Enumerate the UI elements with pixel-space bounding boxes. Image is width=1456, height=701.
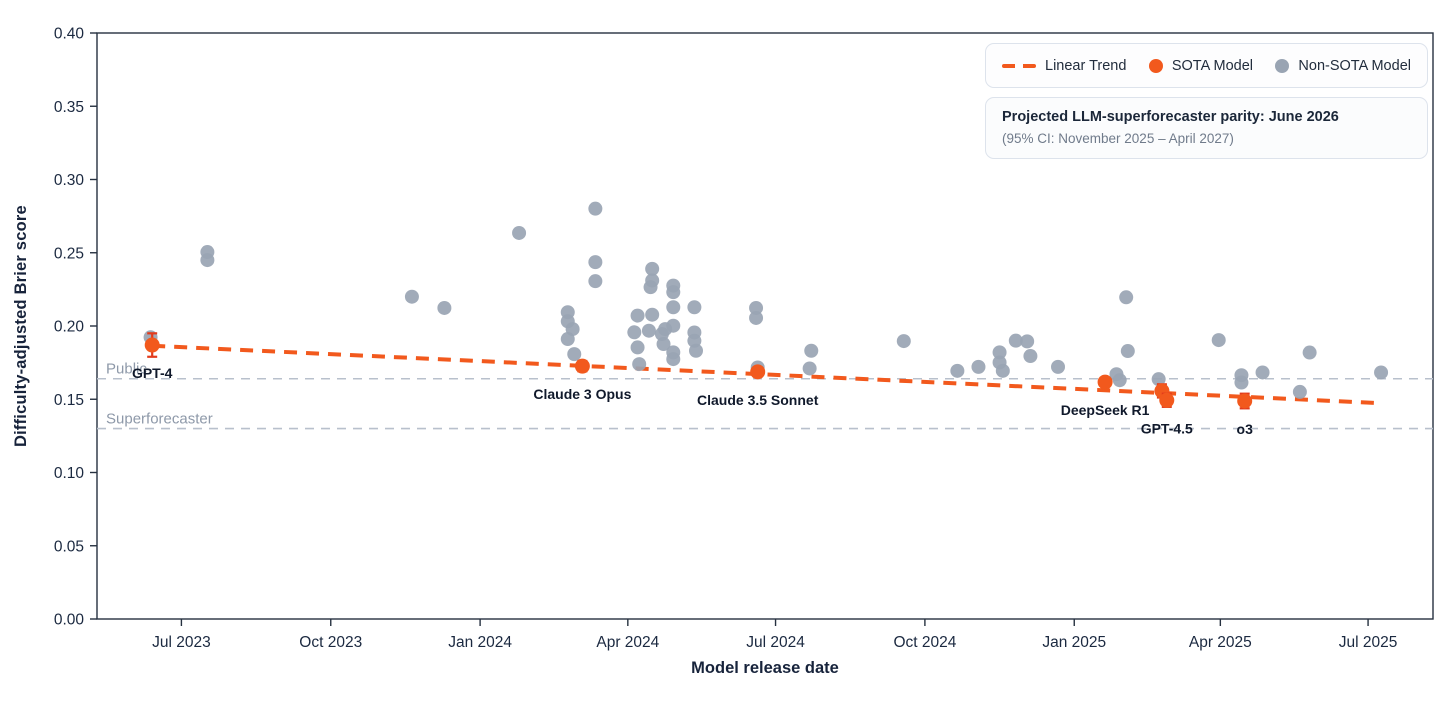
non-sota-point bbox=[992, 345, 1007, 360]
non-sota-point bbox=[630, 308, 645, 323]
model-label: o3 bbox=[1237, 421, 1254, 437]
non-sota-point bbox=[666, 300, 681, 315]
projection-subtitle: (95% CI: November 2025 – April 2027) bbox=[1002, 131, 1234, 146]
legend-label: Non-SOTA Model bbox=[1298, 57, 1411, 74]
x-tick-label: Jan 2025 bbox=[1042, 634, 1106, 651]
reference-line-label: Public bbox=[106, 361, 147, 378]
non-sota-point bbox=[666, 285, 681, 300]
x-tick-label: Jul 2025 bbox=[1339, 634, 1398, 651]
non-sota-point bbox=[645, 273, 660, 288]
non-sota-point bbox=[645, 307, 660, 322]
non-sota-point bbox=[1120, 344, 1135, 359]
non-sota-point bbox=[1292, 384, 1307, 399]
sota-point bbox=[1237, 393, 1253, 409]
non-sota-point bbox=[404, 289, 419, 304]
non-sota-point bbox=[687, 300, 702, 315]
linear-trend-line bbox=[152, 343, 1382, 406]
legend-item-linear-trend: Linear Trend bbox=[1002, 58, 1126, 74]
non-sota-point bbox=[512, 225, 527, 240]
y-tick-label: 0.05 bbox=[54, 538, 84, 555]
legend-label: Linear Trend bbox=[1045, 57, 1127, 74]
y-tick-label: 0.25 bbox=[54, 245, 84, 262]
non-sota-point bbox=[666, 318, 681, 333]
model-label: Claude 3 Opus bbox=[533, 386, 631, 402]
non-sota-point bbox=[1119, 290, 1134, 305]
y-tick-label: 0.15 bbox=[54, 392, 84, 409]
y-tick-label: 0.20 bbox=[54, 319, 85, 336]
y-tick-label: 0.40 bbox=[54, 26, 85, 43]
non-sota-point bbox=[200, 253, 215, 268]
sota-point bbox=[750, 364, 766, 380]
x-tick-label: Jul 2023 bbox=[152, 634, 211, 651]
non-sota-point bbox=[588, 201, 603, 216]
y-tick-label: 0.35 bbox=[54, 99, 84, 116]
non-sota-point bbox=[1211, 333, 1226, 348]
non-sota-point bbox=[560, 332, 575, 347]
y-tick-label: 0.00 bbox=[54, 612, 85, 629]
y-tick-label: 0.30 bbox=[54, 172, 85, 189]
non-sota-point bbox=[1151, 372, 1166, 387]
linear-trend-dash-icon bbox=[1002, 63, 1036, 68]
x-tick-label: Apr 2024 bbox=[596, 634, 659, 651]
non-sota-point bbox=[950, 363, 965, 378]
non-sota-point bbox=[588, 255, 603, 270]
non-sota-point bbox=[1374, 365, 1389, 380]
non-sota-point bbox=[802, 361, 817, 376]
non-sota-point bbox=[1255, 365, 1270, 380]
x-tick-label: Jan 2024 bbox=[448, 634, 512, 651]
legend-item-non-sota: Non-SOTA Model bbox=[1275, 58, 1411, 74]
legend: Linear Trend SOTA Model Non-SOTA Model bbox=[985, 43, 1428, 88]
non-sota-point bbox=[995, 363, 1010, 378]
x-axis-title: Model release date bbox=[691, 659, 839, 677]
model-label: Claude 3.5 Sonnet bbox=[697, 392, 819, 408]
non-sota-point bbox=[630, 340, 645, 355]
non-sota-point bbox=[645, 261, 660, 276]
non-sota-point bbox=[1302, 345, 1317, 360]
non-sota-point bbox=[1234, 375, 1249, 390]
model-label: GPT-4 bbox=[132, 365, 173, 381]
non-sota-point bbox=[749, 300, 764, 315]
non-sota-point bbox=[896, 334, 911, 349]
reference-line-label: Superforecaster bbox=[106, 411, 213, 428]
non-sota-point bbox=[437, 300, 452, 315]
x-tick-label: Oct 2023 bbox=[299, 634, 362, 651]
sota-point bbox=[144, 337, 160, 353]
model-label: GPT-4.5 bbox=[1141, 420, 1193, 436]
x-tick-label: Apr 2025 bbox=[1189, 634, 1252, 651]
non-sota-point bbox=[804, 343, 819, 358]
non-sota-dot-icon bbox=[1275, 58, 1290, 73]
sota-dot-icon bbox=[1148, 58, 1163, 73]
non-sota-point bbox=[567, 347, 582, 362]
sota-point bbox=[1097, 374, 1113, 390]
non-sota-point bbox=[641, 323, 656, 338]
legend-item-sota: SOTA Model bbox=[1148, 57, 1253, 74]
y-axis-title: Difficulty-adjusted Brier score bbox=[12, 205, 30, 447]
x-tick-label: Oct 2024 bbox=[893, 634, 956, 651]
projection-title: Projected LLM-superforecaster parity: Ju… bbox=[1002, 109, 1339, 125]
non-sota-point bbox=[632, 357, 647, 372]
non-sota-point bbox=[1112, 373, 1127, 388]
sota-point bbox=[1159, 392, 1175, 408]
model-label: DeepSeek R1 bbox=[1061, 402, 1150, 418]
non-sota-point bbox=[588, 274, 603, 289]
non-sota-point bbox=[689, 343, 704, 358]
y-tick-label: 0.10 bbox=[54, 465, 85, 482]
non-sota-point bbox=[1023, 349, 1038, 364]
non-sota-point bbox=[971, 359, 986, 374]
non-sota-point bbox=[656, 337, 671, 352]
non-sota-point bbox=[1008, 333, 1023, 348]
non-sota-point bbox=[666, 352, 681, 367]
non-sota-point bbox=[749, 310, 764, 325]
sota-point bbox=[574, 358, 590, 374]
x-tick-label: Jul 2024 bbox=[746, 634, 805, 651]
legend-label: SOTA Model bbox=[1171, 57, 1253, 74]
non-sota-point bbox=[1051, 359, 1066, 374]
non-sota-point bbox=[627, 325, 642, 340]
non-sota-point bbox=[1020, 334, 1035, 349]
projection-box: Projected LLM-superforecaster parity: Ju… bbox=[985, 97, 1428, 159]
